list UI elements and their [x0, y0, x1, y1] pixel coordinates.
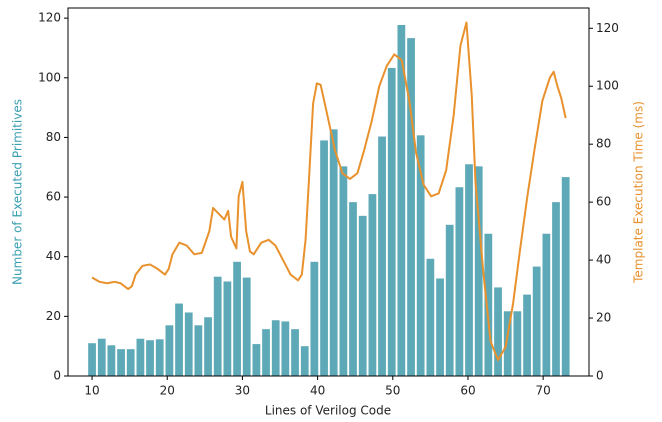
bar	[136, 338, 145, 376]
bar	[474, 166, 483, 376]
y-tick-label: 40	[46, 249, 61, 263]
bar	[310, 261, 319, 376]
bar	[378, 136, 386, 376]
bar	[455, 187, 464, 376]
y2-tick-label: 100	[596, 79, 619, 93]
y2-tick-label: 0	[596, 369, 604, 383]
y-tick-label: 60	[46, 190, 61, 204]
bar	[532, 266, 541, 376]
y-tick-label: 20	[46, 309, 61, 323]
bar	[426, 258, 435, 376]
bar	[291, 329, 299, 376]
y2-tick-label: 40	[596, 253, 611, 267]
bar	[407, 38, 415, 376]
bar	[465, 164, 473, 376]
y2-axis-label: Template Execution Time (ms)	[632, 101, 646, 284]
bar	[281, 321, 290, 376]
y2-tick-label: 80	[596, 137, 611, 151]
bar	[523, 294, 531, 376]
bar	[242, 277, 251, 376]
x-tick-label: 60	[460, 384, 475, 398]
bar	[97, 338, 106, 376]
bar	[552, 202, 560, 376]
bar	[329, 129, 338, 376]
bar	[213, 276, 222, 376]
bar	[184, 312, 193, 376]
bar	[561, 177, 570, 376]
bar	[300, 346, 309, 376]
y2-tick-label: 120	[596, 21, 619, 35]
bar	[503, 311, 512, 376]
bar	[126, 349, 135, 376]
bar	[368, 194, 377, 376]
bar	[358, 215, 367, 376]
y-axis-label: Number of Executed Primitives	[11, 99, 25, 285]
x-tick-label: 20	[160, 384, 175, 398]
x-tick-label: 50	[385, 384, 400, 398]
y-tick-label: 100	[38, 70, 61, 84]
bar	[165, 325, 174, 376]
y2-tick-label: 20	[596, 311, 611, 325]
bar	[88, 343, 96, 376]
y-tick-label: 120	[38, 11, 61, 25]
bar	[416, 135, 425, 376]
bar	[262, 329, 270, 376]
x-axis-label: Lines of Verilog Code	[265, 404, 391, 418]
bar	[445, 224, 454, 376]
y-tick-label: 0	[53, 369, 61, 383]
bar	[233, 261, 241, 376]
bar	[146, 340, 154, 376]
bar	[204, 317, 212, 376]
line	[91, 21, 567, 362]
bar	[436, 278, 444, 376]
bar	[271, 320, 280, 376]
bar	[320, 140, 328, 376]
bar	[194, 325, 203, 376]
y2-tick-label: 60	[596, 195, 611, 209]
bar	[387, 67, 396, 376]
bar	[155, 339, 164, 376]
x-tick-label: 40	[310, 384, 325, 398]
bar	[513, 311, 522, 376]
x-tick-label: 30	[235, 384, 250, 398]
bar	[349, 202, 357, 376]
bar	[484, 233, 493, 376]
bar	[542, 233, 551, 376]
y-tick-label: 80	[46, 130, 61, 144]
bar	[223, 281, 232, 376]
x-tick-label: 10	[84, 384, 99, 398]
x-tick-label: 70	[535, 384, 550, 398]
bar	[339, 166, 348, 376]
plot-frame	[67, 7, 590, 377]
bar	[107, 345, 116, 376]
bar	[494, 287, 502, 376]
bar	[397, 24, 406, 376]
bar	[175, 303, 183, 376]
bar	[117, 349, 125, 376]
bar	[252, 344, 261, 376]
